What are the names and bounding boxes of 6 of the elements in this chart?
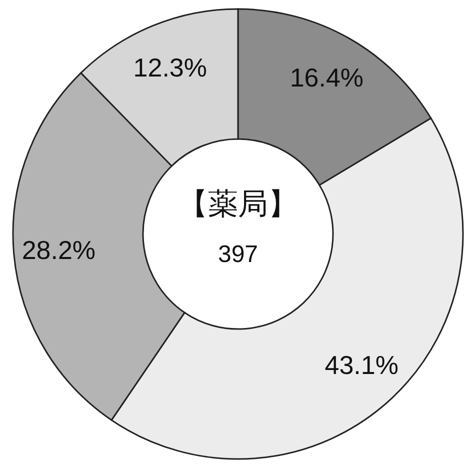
- data-label: 16.4%: [290, 62, 364, 92]
- text: 397: [218, 241, 258, 268]
- text: 【薬局】: [178, 188, 298, 221]
- data-label: 28.2%: [22, 234, 96, 265]
- data-label: 43.1%: [324, 350, 398, 380]
- data-label: 12.3%: [133, 52, 208, 82]
